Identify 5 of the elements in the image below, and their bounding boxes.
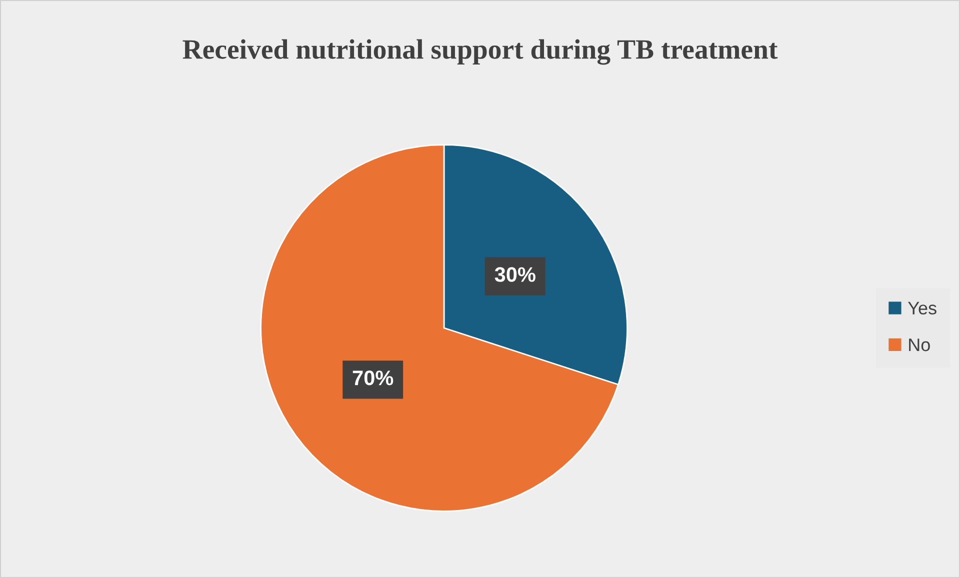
data-label: 70%	[352, 370, 394, 386]
legend-label: Yes	[908, 302, 936, 314]
chart-title: Received nutritional support during TB treatment	[182, 39, 778, 65]
legend-label: No	[909, 338, 930, 352]
data-label: 30%	[494, 267, 536, 282]
